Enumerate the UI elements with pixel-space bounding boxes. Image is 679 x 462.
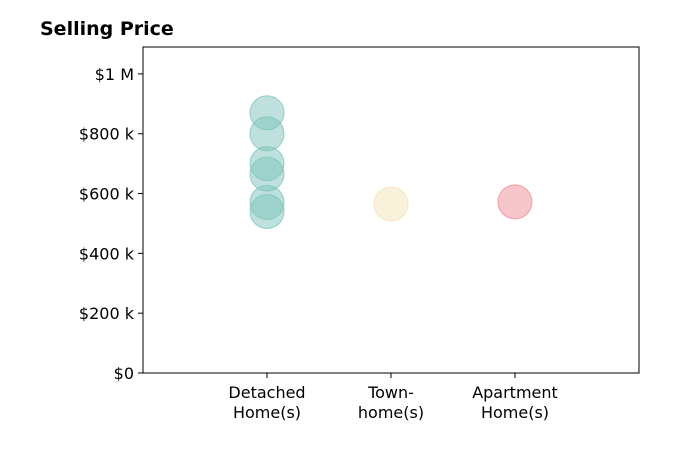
plot-area: $0$200 k$400 k$600 k$800 k$1 MDetachedHo… bbox=[79, 46, 640, 422]
chart-title: Selling Price bbox=[40, 18, 174, 40]
x-tick-label: Home(s) bbox=[233, 403, 301, 422]
y-tick-label: $200 k bbox=[79, 304, 135, 323]
y-tick-label: $400 k bbox=[79, 244, 135, 263]
y-tick-label: $800 k bbox=[79, 125, 135, 144]
data-point bbox=[497, 184, 533, 220]
y-tick-label: $1 M bbox=[95, 65, 134, 84]
x-tick-label: Apartment bbox=[472, 383, 558, 402]
data-point bbox=[373, 186, 409, 222]
x-tick-label: Detached bbox=[228, 383, 305, 402]
x-tick-label: home(s) bbox=[358, 403, 424, 422]
x-tick-label: Town- bbox=[367, 383, 414, 402]
x-tick-label: Home(s) bbox=[481, 403, 549, 422]
y-tick-label: $0 bbox=[114, 364, 134, 383]
data-point bbox=[249, 193, 285, 229]
data-point bbox=[249, 116, 285, 152]
y-tick-label: $600 k bbox=[79, 185, 135, 204]
